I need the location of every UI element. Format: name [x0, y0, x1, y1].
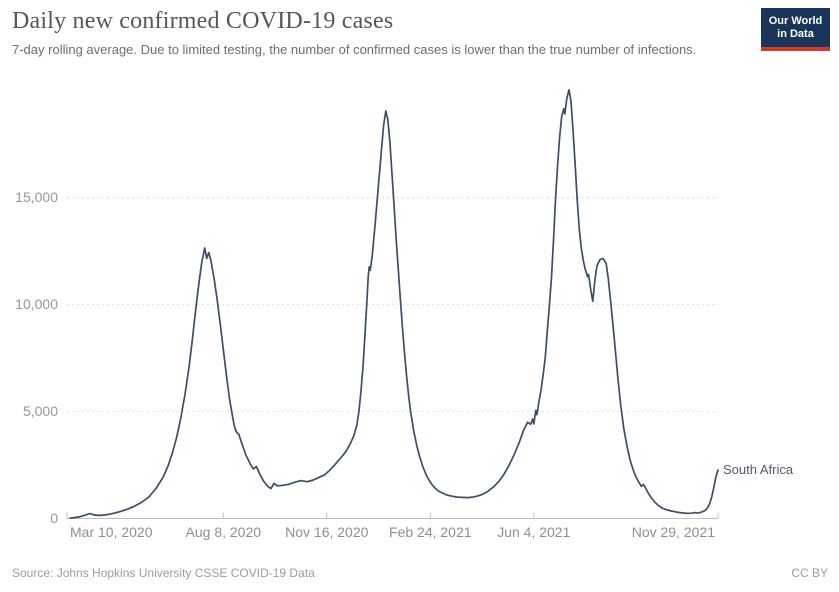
- source-note: Source: Johns Hopkins University CSSE CO…: [12, 566, 315, 580]
- chart-title: Daily new confirmed COVID-19 cases: [12, 8, 394, 34]
- x-tick-label: Jun 4, 2021: [497, 524, 570, 540]
- y-tick-label: 15,000: [15, 189, 58, 205]
- owid-logo[interactable]: Our World in Data: [761, 8, 830, 51]
- owid-logo-line1: Our World: [768, 14, 823, 27]
- y-tick-label: 10,000: [15, 296, 58, 312]
- x-tick-label: Aug 8, 2020: [186, 524, 262, 540]
- y-tick-label: 0: [50, 510, 58, 526]
- x-tick-label: Nov 16, 2020: [285, 524, 368, 540]
- owid-logo-line2: in Data: [777, 27, 814, 40]
- x-tick-label: Mar 10, 2020: [70, 524, 153, 540]
- entity-label: South Africa: [723, 462, 794, 478]
- x-tick-label: Feb 24, 2021: [389, 524, 472, 540]
- license-link[interactable]: CC BY: [791, 566, 828, 580]
- chart-subtitle: 7-day rolling average. Due to limited te…: [12, 42, 697, 57]
- x-tick-label: Nov 29, 2021: [632, 524, 715, 540]
- chart-canvas[interactable]: 0 5,000 10,000 15,000 Mar 10, 2020 Aug 8, 202…: [0, 0, 839, 560]
- data-line: [69, 89, 719, 520]
- y-tick-label: 5,000: [23, 403, 58, 419]
